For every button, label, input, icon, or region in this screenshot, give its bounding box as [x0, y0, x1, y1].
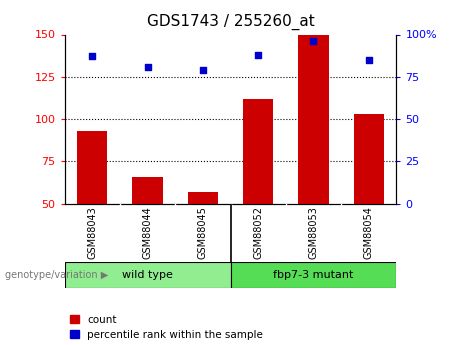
Text: wild type: wild type: [122, 270, 173, 280]
Point: [310, 39, 317, 44]
Bar: [65, 262, 230, 288]
Text: GSM88053: GSM88053: [308, 206, 319, 259]
Bar: [298, 34, 329, 204]
Text: GSM88044: GSM88044: [142, 207, 153, 259]
Point: [89, 54, 96, 59]
Bar: [230, 262, 396, 288]
Bar: [77, 131, 107, 204]
Bar: [243, 99, 273, 204]
Text: GSM88043: GSM88043: [87, 207, 97, 259]
Text: GSM88054: GSM88054: [364, 206, 374, 259]
Text: GSM88045: GSM88045: [198, 206, 208, 259]
Point: [254, 52, 262, 58]
Legend: count, percentile rank within the sample: count, percentile rank within the sample: [70, 315, 263, 340]
Bar: [354, 114, 384, 204]
Text: genotype/variation ▶: genotype/variation ▶: [5, 270, 108, 280]
Point: [144, 64, 151, 69]
Point: [365, 57, 372, 62]
Text: fbp7-3 mutant: fbp7-3 mutant: [273, 270, 354, 280]
Point: [199, 67, 207, 73]
Bar: [132, 177, 163, 204]
Text: GDS1743 / 255260_at: GDS1743 / 255260_at: [147, 14, 314, 30]
Bar: [188, 192, 218, 204]
Text: GSM88052: GSM88052: [253, 206, 263, 259]
